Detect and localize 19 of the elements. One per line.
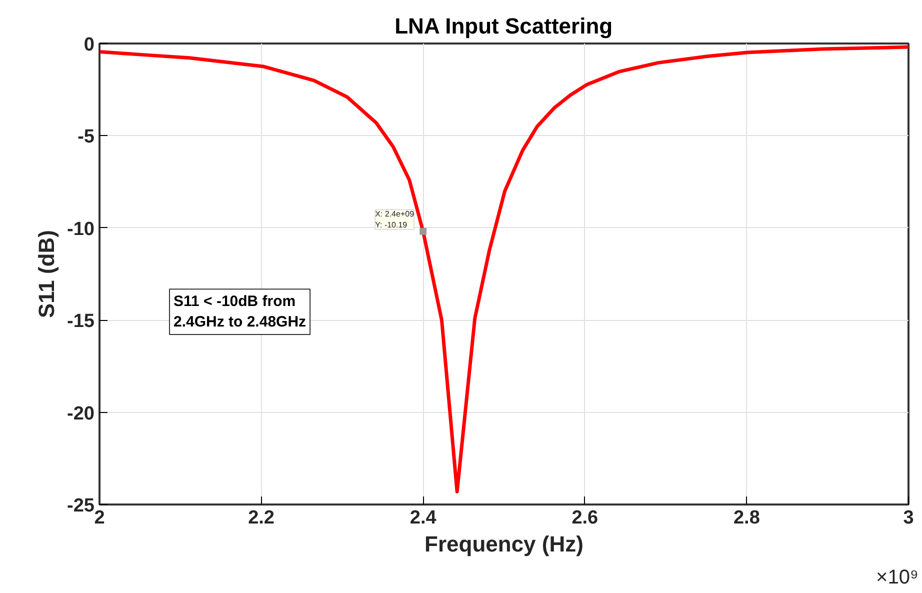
- line-series: [100, 45, 908, 494]
- x-tick-label: 2.6: [572, 508, 598, 528]
- y-tick-label: -15: [67, 311, 95, 332]
- y-tick-label: -25: [67, 496, 95, 516]
- annotation: S11 < -10dB from 2.4GHz to 2.48GHz: [174, 293, 306, 330]
- x-tick-label: 2.4: [410, 508, 437, 528]
- annotation: X: 2.4e+09 Y: -10.19: [375, 210, 415, 230]
- x-tick-label: 3: [903, 508, 914, 528]
- y-tick-label: -10: [67, 218, 95, 240]
- chart-title: LNA Input Scattering: [394, 14, 613, 38]
- y-tick-label: 0: [84, 34, 95, 56]
- x-tick-label: 2.8: [733, 508, 760, 528]
- y-tick-label: -5: [78, 126, 95, 148]
- x-tick-label: 2.2: [248, 508, 275, 528]
- x-tick-label: 2: [94, 508, 105, 528]
- y-tick-label: -20: [67, 403, 95, 424]
- y-axis-title: S11 (dB): [34, 230, 60, 318]
- text: ×10⁹: [876, 566, 919, 588]
- x-axis-title: Frequency (Hz): [424, 532, 584, 556]
